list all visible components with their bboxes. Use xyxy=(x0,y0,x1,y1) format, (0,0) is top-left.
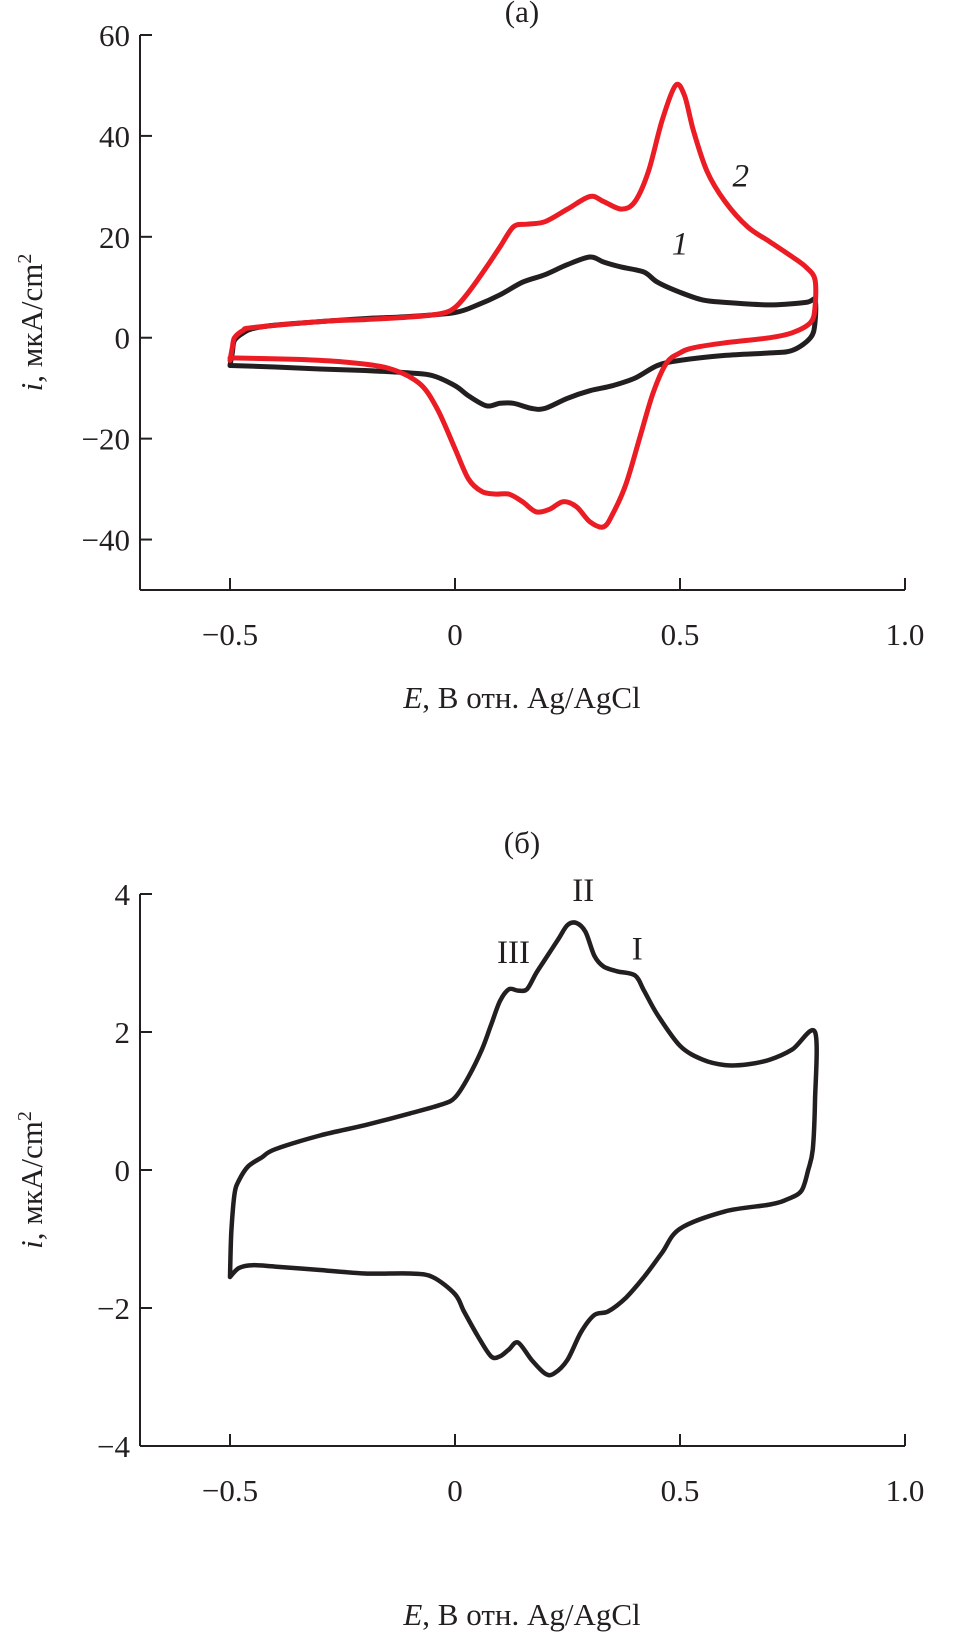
chart-b: −0.5 0 0.5 1.0 4 2 0 −2 −4 (б) E, В отн. Ag/AgCl i,… xyxy=(14,825,924,1632)
chart-title: (б) xyxy=(504,825,540,860)
y-axis-label: i, мкА/cm2 xyxy=(14,1111,49,1249)
y-tick-label: −2 xyxy=(97,1291,130,1326)
x-tick-label: 0.5 xyxy=(661,1473,700,1508)
x-tick-label: 0.5 xyxy=(661,617,700,652)
y-axis-label-sup: 2 xyxy=(14,1111,36,1121)
y-tick-label: 60 xyxy=(99,18,130,53)
x-axis-label: E, В отн. Ag/AgCl xyxy=(402,680,640,715)
x-axis-label-var: E xyxy=(402,680,422,715)
x-axis-label-text: , В отн. Ag/AgCl xyxy=(422,680,640,715)
curve-label: III xyxy=(497,935,530,971)
series-line-1 xyxy=(227,254,819,412)
series-line-2 xyxy=(227,81,819,530)
y-axis-label: i, мкА/cm2 xyxy=(14,254,49,392)
y-tick-label: 20 xyxy=(99,220,130,255)
chart-a: −0.5 0 0.5 1.0 60 40 20 0 −20 −40 (a) E, В отн. Ag/… xyxy=(14,0,924,715)
x-tick-label: 1.0 xyxy=(886,1473,925,1508)
y-tick-label: −4 xyxy=(97,1429,130,1464)
y-tick-label: 2 xyxy=(115,1015,131,1050)
y-tick-label: −20 xyxy=(82,422,130,457)
curve-label: 2 xyxy=(733,158,750,194)
x-axis-label: E, В отн. Ag/AgCl xyxy=(402,1597,640,1632)
series-line-0 xyxy=(227,920,819,1378)
y-axis-label-text: , мкА/cm xyxy=(14,1121,49,1240)
chart-title: (a) xyxy=(505,0,539,29)
curve-label: I xyxy=(632,932,643,968)
y-axis-label-var: i xyxy=(14,1240,49,1249)
x-axis-label-var: E xyxy=(402,1597,422,1632)
y-tick-label: 4 xyxy=(115,877,131,912)
x-tick-label: 1.0 xyxy=(886,617,925,652)
x-tick-label: 0 xyxy=(447,617,463,652)
y-tick-label: −40 xyxy=(82,523,130,558)
curve-label: 1 xyxy=(672,226,689,262)
y-axis-label-text: , мкА/cm xyxy=(14,264,49,383)
x-tick-label: −0.5 xyxy=(202,1473,258,1508)
x-tick-label: 0 xyxy=(447,1473,463,1508)
x-tick-label: −0.5 xyxy=(202,617,258,652)
y-tick-label: 0 xyxy=(115,321,131,356)
x-axis-label-text: , В отн. Ag/AgCl xyxy=(422,1597,640,1632)
y-tick-label: 40 xyxy=(99,119,130,154)
y-axis-label-var: i xyxy=(14,383,49,392)
y-tick-label: 0 xyxy=(115,1153,131,1188)
y-axis-label-sup: 2 xyxy=(14,254,36,264)
curve-label: II xyxy=(572,873,594,909)
